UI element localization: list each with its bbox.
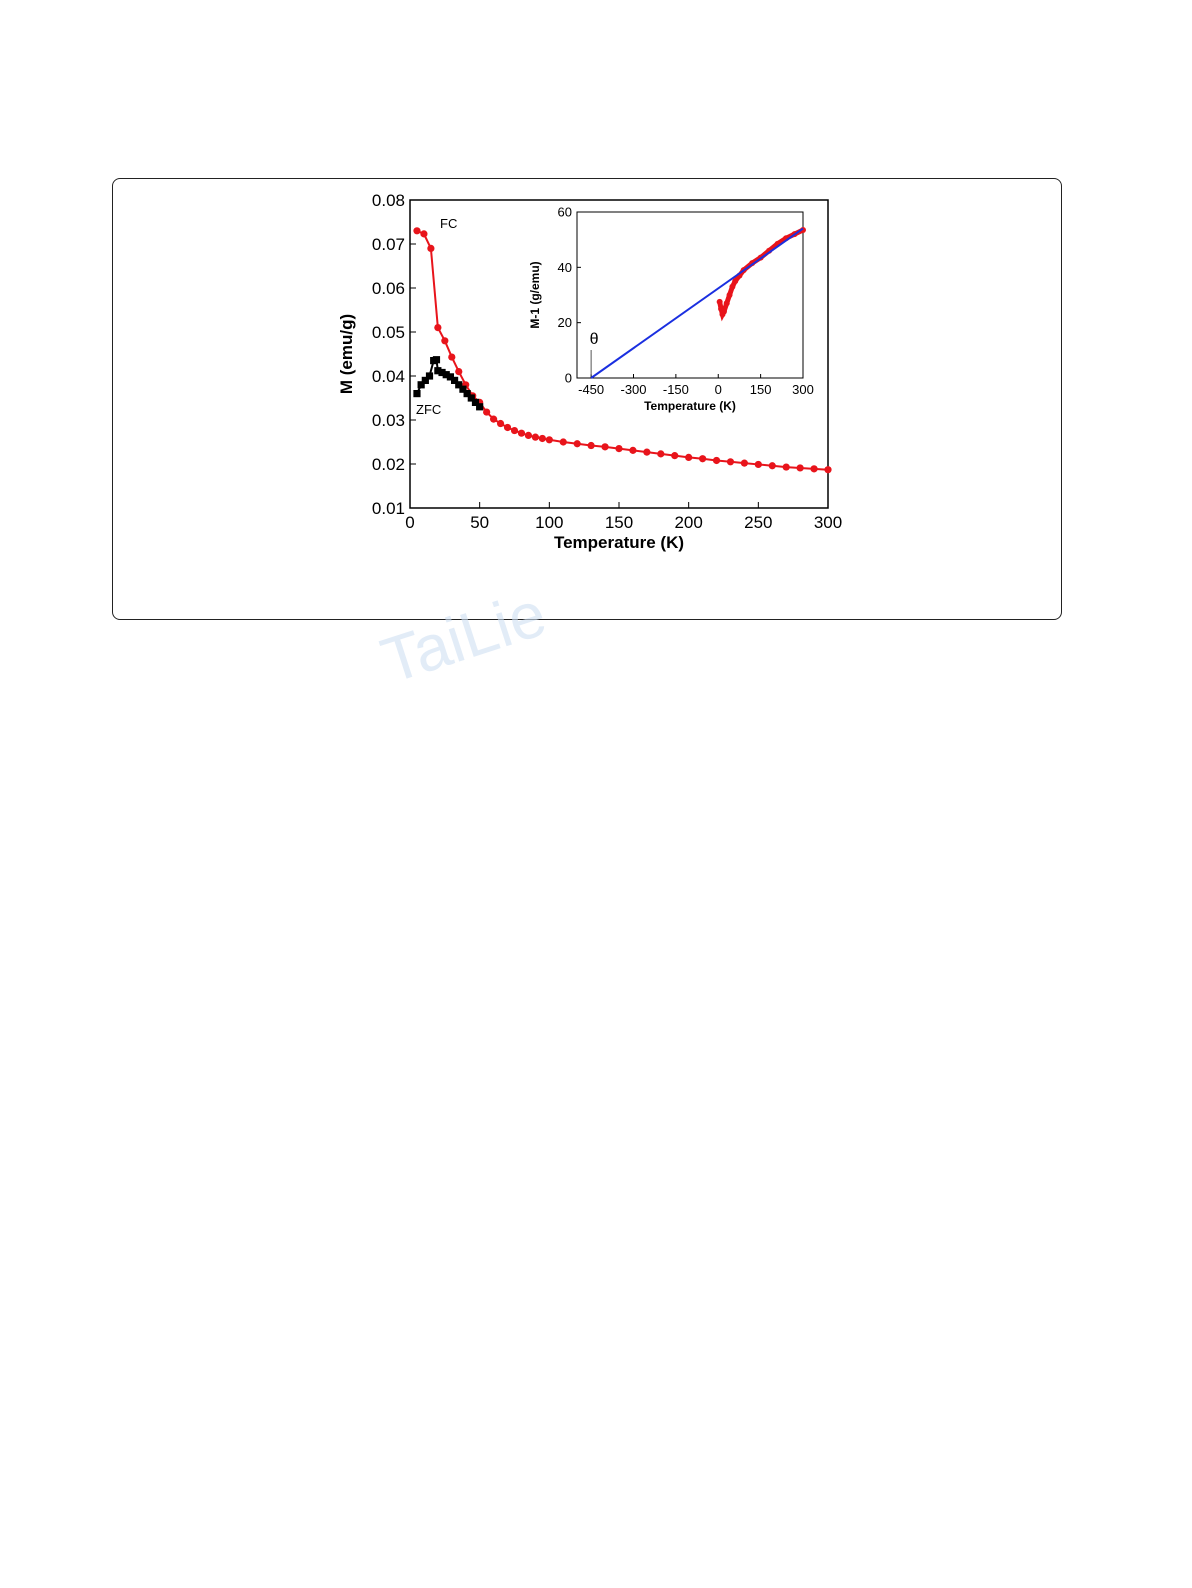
main-fc-point bbox=[455, 368, 463, 376]
main-x-tick-label: 100 bbox=[535, 513, 563, 532]
main-zfc-point bbox=[446, 373, 455, 381]
main-x-tick-label: 150 bbox=[605, 513, 633, 532]
main-fc-point bbox=[503, 423, 512, 432]
main-fc-point bbox=[685, 453, 693, 461]
inset-x-tick-label: 150 bbox=[750, 382, 772, 397]
main-y-tick-label: 0.02 bbox=[372, 455, 405, 474]
main-fc-point bbox=[427, 244, 435, 252]
main-fc-point bbox=[434, 324, 442, 332]
theta-annotation: θ bbox=[590, 331, 599, 348]
main-fc-point bbox=[657, 450, 665, 458]
inset-series-1-line bbox=[590, 227, 804, 379]
main-y-tick-label: 0.07 bbox=[372, 235, 405, 254]
main-fc-point bbox=[601, 443, 609, 451]
inset-y-tick-label: 60 bbox=[558, 205, 572, 220]
main-fc-point bbox=[448, 353, 456, 361]
main-y-tick-label: 0.08 bbox=[372, 191, 405, 210]
main-fc-point bbox=[629, 446, 637, 454]
main-zfc-point bbox=[467, 394, 475, 402]
main-fc-point bbox=[726, 458, 735, 466]
main-fc-point bbox=[420, 230, 428, 238]
main-x-tick-label: 0 bbox=[405, 513, 414, 532]
inset-x-tick-label: -300 bbox=[620, 382, 646, 397]
inset-series-0-point bbox=[726, 292, 733, 298]
inset-y-tick-label: 40 bbox=[558, 260, 572, 275]
fc-label: FC bbox=[440, 216, 457, 231]
main-y-tick-label: 0.06 bbox=[372, 279, 405, 298]
inset-y-tick-label: 20 bbox=[558, 315, 572, 330]
inset-y-axis-label: M-1 (g/emu) bbox=[528, 261, 542, 328]
main-zfc-point bbox=[434, 367, 442, 375]
main-zfc-point bbox=[471, 398, 480, 406]
inset-series-0-point bbox=[720, 308, 727, 315]
figure-frame bbox=[112, 178, 1062, 620]
main-fc-point bbox=[768, 462, 776, 470]
main-fc-point bbox=[824, 466, 832, 474]
main-fc-point bbox=[517, 429, 526, 437]
inset-y-tick-label: 0 bbox=[565, 371, 572, 386]
inset-x-tick-label: -150 bbox=[663, 382, 689, 397]
main-zfc-point bbox=[450, 376, 459, 384]
main-fc-point bbox=[496, 419, 505, 428]
main-zfc-point bbox=[438, 368, 446, 377]
main-x-tick-label: 300 bbox=[814, 513, 842, 532]
zfc-label: ZFC bbox=[416, 402, 441, 417]
main-fc-point bbox=[441, 337, 449, 345]
main-fc-point bbox=[531, 433, 540, 441]
inset-x-tick-label: 0 bbox=[715, 382, 722, 397]
main-y-tick-label: 0.04 bbox=[372, 367, 405, 386]
main-x-tick-label: 250 bbox=[744, 513, 772, 532]
main-fc-point bbox=[573, 440, 581, 448]
main-fc-point bbox=[754, 460, 762, 469]
main-fc-point bbox=[615, 445, 623, 453]
main-zfc-point bbox=[455, 381, 463, 389]
main-fc-point bbox=[510, 426, 519, 435]
main-fc-point bbox=[587, 441, 595, 450]
main-fc-point bbox=[524, 431, 533, 439]
main-fc-point bbox=[671, 452, 679, 460]
inset-x-axis-label: Temperature (K) bbox=[644, 399, 736, 413]
main-zfc-point bbox=[442, 371, 450, 379]
main-y-tick-label: 0.05 bbox=[372, 323, 405, 342]
main-fc-point bbox=[538, 434, 546, 443]
main-fc-point bbox=[643, 448, 651, 456]
main-fc-point bbox=[545, 436, 553, 444]
main-zfc-point bbox=[421, 376, 429, 384]
main-fc-point bbox=[490, 415, 498, 423]
main-fc-point bbox=[740, 459, 749, 467]
main-zfc-point bbox=[413, 390, 421, 398]
inset-series-0-point bbox=[716, 298, 723, 305]
inset-x-tick-label: -450 bbox=[578, 382, 604, 397]
main-x-axis-label: Temperature (K) bbox=[554, 533, 684, 552]
main-fc-point bbox=[712, 456, 721, 465]
main-zfc-point bbox=[417, 381, 425, 389]
main-fc-line bbox=[416, 229, 829, 471]
main-x-tick-label: 50 bbox=[470, 513, 489, 532]
main-fc-point bbox=[782, 463, 790, 471]
main-zfc-point bbox=[425, 372, 434, 380]
main-fc-point bbox=[699, 455, 707, 463]
inset-series-0-point bbox=[723, 300, 730, 307]
inset-x-tick-label: 300 bbox=[792, 382, 814, 397]
main-fc-point bbox=[413, 227, 421, 235]
main-zfc-point bbox=[432, 356, 441, 364]
inset-series-0-point bbox=[729, 283, 736, 290]
main-y-tick-label: 0.03 bbox=[372, 411, 405, 430]
main-y-tick-label: 0.01 bbox=[372, 499, 405, 518]
main-fc-point bbox=[810, 465, 818, 473]
main-y-axis-label: M (emu/g) bbox=[337, 314, 356, 394]
main-fc-point bbox=[483, 408, 491, 416]
main-zfc-point bbox=[459, 385, 467, 393]
inset-axes-frame bbox=[576, 211, 804, 379]
main-x-tick-label: 200 bbox=[674, 513, 702, 532]
main-zfc-point bbox=[476, 403, 484, 411]
main-zfc-point bbox=[463, 390, 471, 398]
main-fc-point bbox=[559, 438, 567, 446]
main-fc-point bbox=[796, 464, 804, 472]
inset-series-0-point bbox=[732, 278, 739, 285]
